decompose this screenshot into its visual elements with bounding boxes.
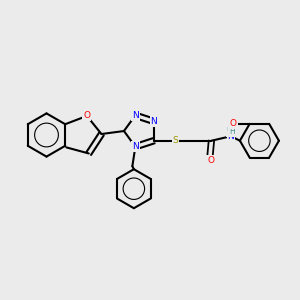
Text: S: S [172, 136, 178, 145]
Text: H: H [229, 127, 235, 136]
Text: O: O [207, 156, 214, 165]
Text: O: O [83, 111, 90, 120]
Text: N: N [132, 111, 139, 120]
Text: O: O [230, 119, 237, 128]
Text: N: N [227, 132, 234, 141]
Text: H: H [226, 127, 232, 136]
Text: N: N [132, 142, 139, 151]
Text: N: N [150, 117, 157, 126]
